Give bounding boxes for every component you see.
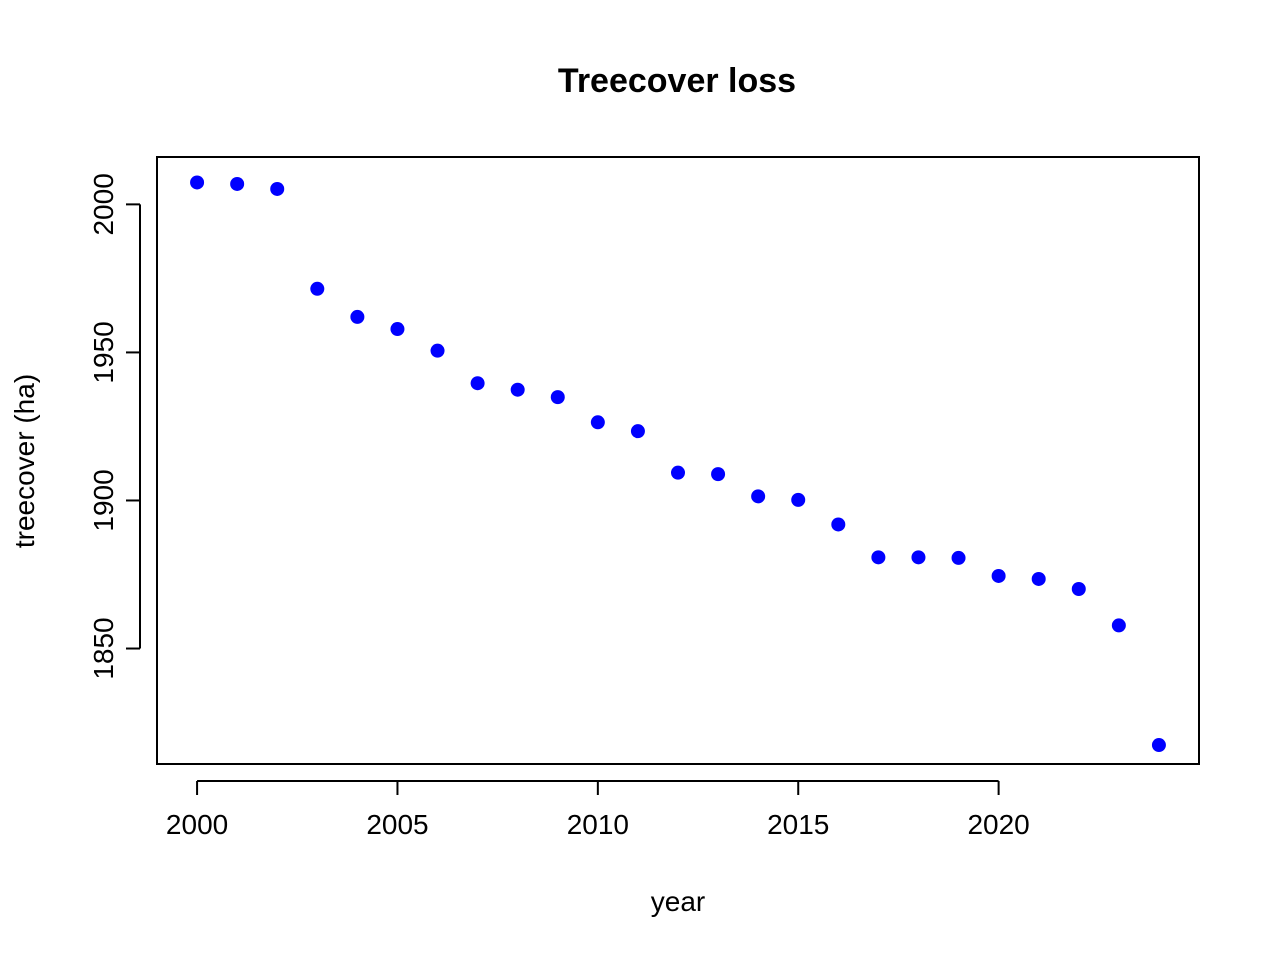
data-point [510, 382, 525, 397]
data-point [350, 309, 365, 324]
data-point [711, 467, 726, 482]
x-tick-label: 2005 [366, 809, 428, 840]
data-point [590, 415, 605, 430]
data-point [1151, 738, 1166, 753]
y-tick-label: 1950 [88, 321, 119, 383]
data-point [270, 181, 285, 196]
data-point [831, 517, 846, 532]
data-point [911, 550, 926, 565]
x-axis: 2000 2005 2010 2015 2020 [166, 780, 1030, 840]
y-tick-label: 1900 [88, 469, 119, 531]
x-tick-label: 2010 [567, 809, 629, 840]
data-point [751, 489, 766, 504]
data-point [390, 322, 405, 337]
y-tick-label: 2000 [88, 173, 119, 235]
plot-frame [156, 156, 1200, 765]
x-tick-label: 2015 [767, 809, 829, 840]
y-axis: 1850 1900 1950 2000 [88, 173, 141, 680]
data-point [1031, 571, 1046, 586]
data-point [230, 176, 245, 191]
y-tick-label: 1850 [88, 617, 119, 679]
y-axis-label: treecover (ha) [9, 374, 40, 548]
data-point [310, 281, 325, 296]
data-point [630, 424, 645, 439]
data-point [190, 175, 205, 190]
data-point [991, 568, 1006, 583]
x-tick-label: 2000 [166, 809, 228, 840]
x-tick-label: 2020 [967, 809, 1029, 840]
data-point [671, 465, 685, 480]
data-points [190, 175, 1166, 753]
data-point [951, 550, 966, 565]
data-point [550, 390, 565, 405]
data-point [470, 376, 485, 391]
data-point [1071, 582, 1086, 597]
chart-title: Treecover loss [558, 62, 796, 100]
data-point [871, 550, 886, 565]
x-axis-label: year [651, 886, 705, 917]
data-point [791, 492, 806, 507]
data-point [430, 343, 445, 358]
data-point [1111, 618, 1126, 633]
